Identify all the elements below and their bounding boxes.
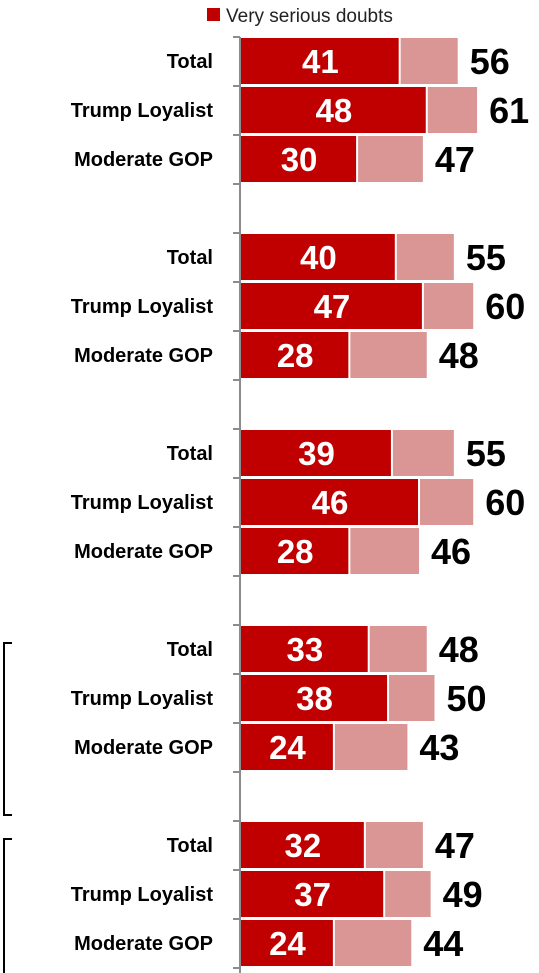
data-label-total-doubts: 43	[419, 727, 459, 768]
data-label-total-doubts: 47	[435, 825, 475, 866]
category-label: Trump Loyalist	[71, 100, 214, 122]
bars	[241, 38, 478, 966]
category-label: Trump Loyalist	[71, 492, 214, 514]
group-bracket	[3, 642, 12, 816]
data-label-total-doubts: 44	[423, 923, 463, 964]
data-label-very-serious: 38	[296, 680, 333, 717]
data-label-total-doubts: 61	[489, 90, 529, 131]
data-label-very-serious: 33	[286, 631, 323, 668]
data-label-very-serious: 32	[285, 827, 322, 864]
category-label: Trump Loyalist	[71, 884, 214, 906]
bar-very-serious	[241, 724, 334, 770]
bar-very-serious	[241, 38, 400, 84]
data-label-very-serious: 46	[312, 484, 349, 521]
category-label: Total	[167, 443, 213, 465]
category-label: Moderate GOP	[74, 737, 213, 759]
group-brackets	[3, 642, 12, 973]
category-label: Moderate GOP	[74, 933, 213, 955]
category-label: Moderate GOP	[74, 345, 213, 367]
legend: Very serious doubts	[207, 6, 393, 27]
data-label-total-doubts: 60	[485, 482, 525, 523]
category-label: Trump Loyalist	[71, 688, 214, 710]
bar-very-serious	[241, 332, 350, 378]
data-label-total-doubts: 55	[466, 237, 506, 278]
data-label-total-doubts: 46	[431, 531, 471, 572]
data-label-very-serious: 37	[294, 876, 331, 913]
group-bracket	[3, 838, 12, 973]
bar-very-serious	[241, 920, 334, 966]
bar-very-serious	[241, 430, 392, 476]
category-axis	[233, 36, 241, 973]
data-label-very-serious: 39	[298, 435, 335, 472]
bar-very-serious	[241, 675, 389, 721]
category-label: Total	[167, 835, 213, 857]
data-label-very-serious: 30	[281, 141, 318, 178]
data-label-total-doubts: 48	[439, 629, 479, 670]
data-label-very-serious: 28	[277, 337, 314, 374]
data-label-total-doubts: 50	[447, 678, 487, 719]
data-label-very-serious: 41	[302, 43, 339, 80]
data-label-total-doubts: 47	[435, 139, 475, 180]
category-label: Trump Loyalist	[71, 296, 214, 318]
bar-very-serious	[241, 87, 427, 133]
legend-swatch-very-serious	[207, 8, 220, 21]
legend-label-very-serious: Very serious doubts	[226, 6, 393, 27]
data-label-very-serious: 24	[269, 729, 306, 766]
data-label-total-doubts: 49	[443, 874, 483, 915]
data-label-total-doubts: 55	[466, 433, 506, 474]
category-label: Total	[167, 51, 213, 73]
data-label-very-serious: 40	[300, 239, 337, 276]
bar-very-serious	[241, 136, 358, 182]
bar-very-serious	[241, 822, 365, 868]
category-label: Total	[167, 639, 213, 661]
data-label-total-doubts: 60	[485, 286, 525, 327]
bar-very-serious	[241, 283, 423, 329]
category-labels: Total Trump Loyalist Moderate GOP Total Trum…	[71, 51, 214, 955]
data-label-total-doubts: 56	[470, 41, 510, 82]
category-label: Total	[167, 247, 213, 269]
bar-very-serious	[241, 871, 385, 917]
data-label-very-serious: 48	[316, 92, 353, 129]
data-label-total-doubts: 48	[439, 335, 479, 376]
value-labels: 41 56 48 61 30 47 40 55 47 60 28 48 39 55 46 60 28 46 33 48…	[269, 41, 529, 964]
category-label: Moderate GOP	[74, 149, 213, 171]
data-label-very-serious: 47	[314, 288, 351, 325]
data-label-very-serious: 28	[277, 533, 314, 570]
category-label: Moderate GOP	[74, 541, 213, 563]
bar-very-serious	[241, 528, 350, 574]
bar-very-serious	[241, 479, 420, 525]
bar-very-serious	[241, 626, 369, 672]
data-label-very-serious: 24	[269, 925, 306, 962]
bar-very-serious	[241, 234, 396, 280]
